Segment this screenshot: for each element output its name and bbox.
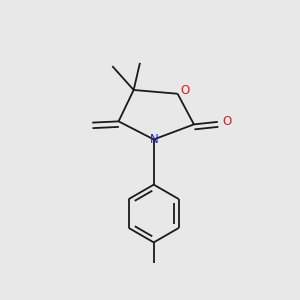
Text: O: O (223, 115, 232, 128)
Text: O: O (181, 84, 190, 97)
Text: N: N (150, 134, 158, 146)
